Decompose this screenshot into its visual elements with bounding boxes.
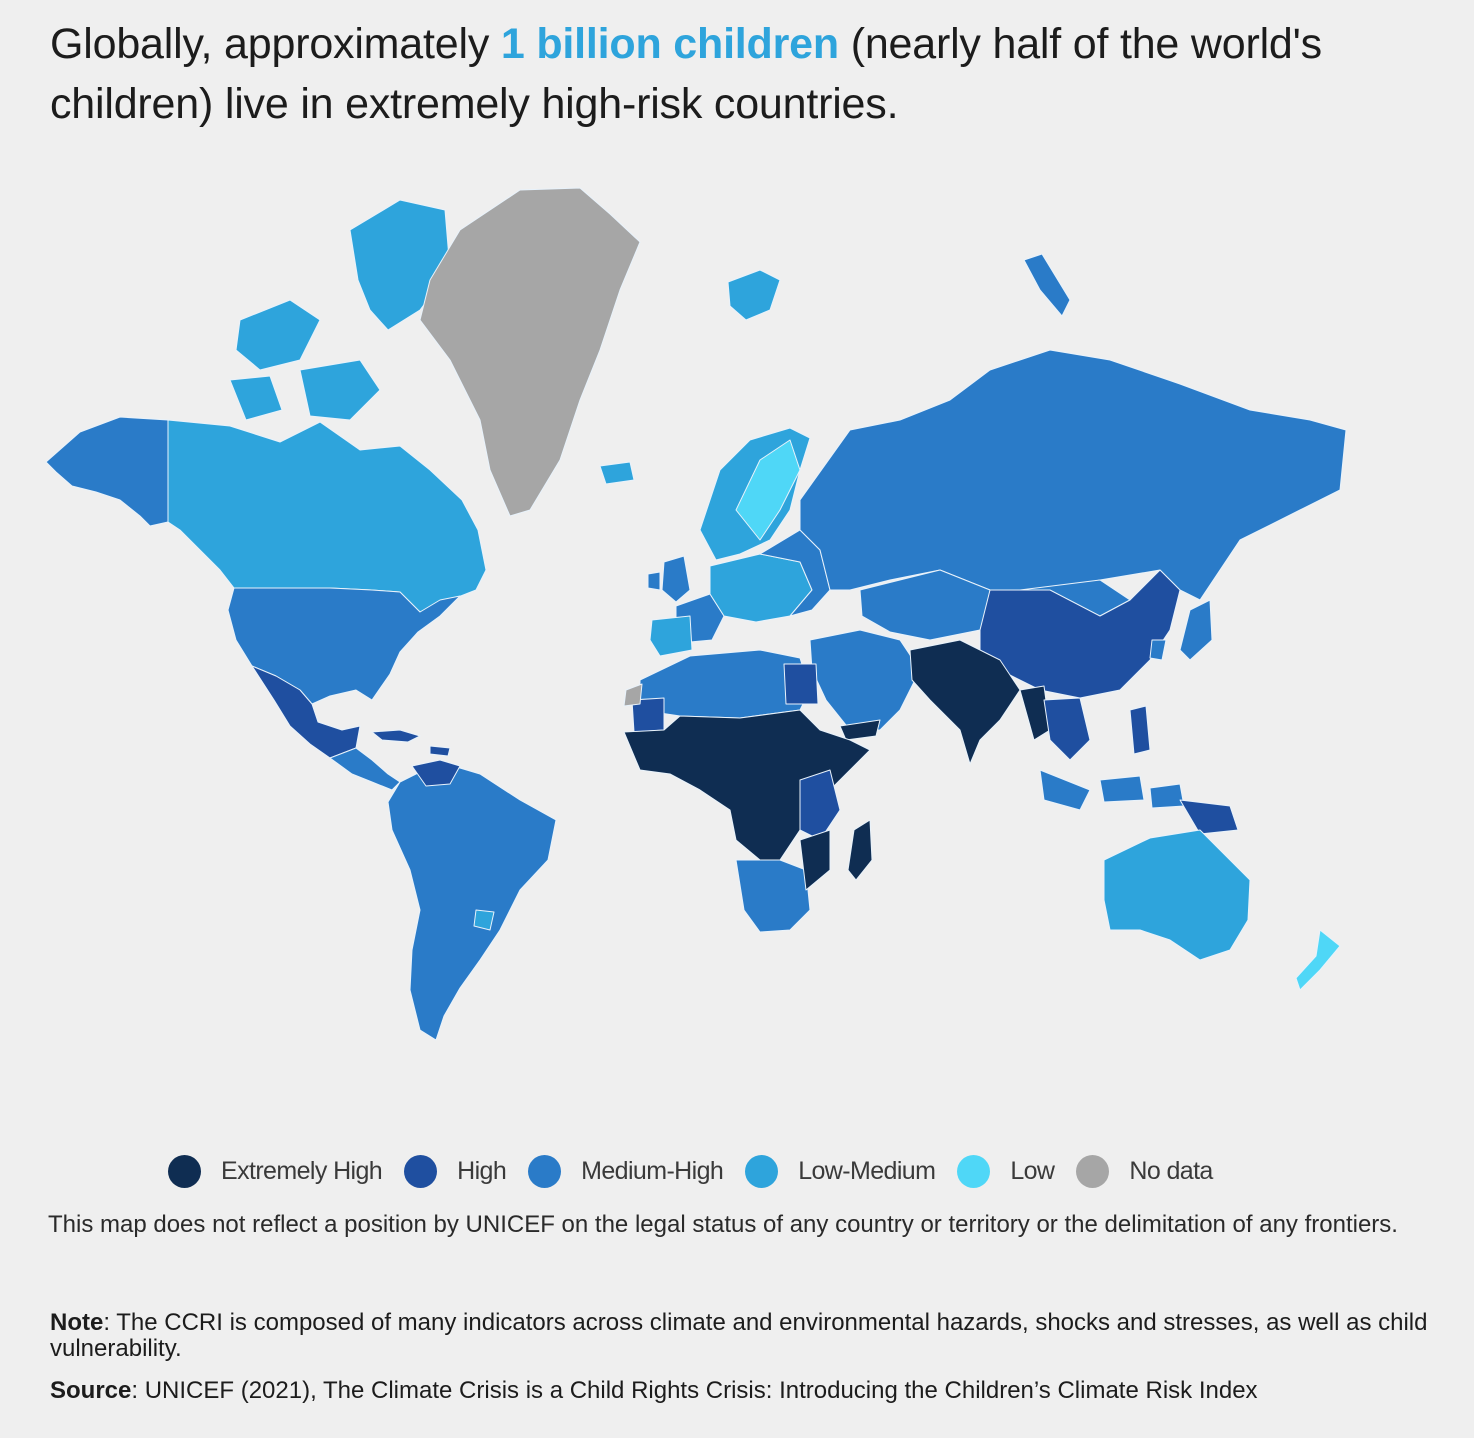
legend-swatch <box>404 1154 438 1188</box>
map-region-southeast-asia <box>1043 697 1091 761</box>
headline-start: Globally, approximately <box>50 20 501 68</box>
map-region-mozambique <box>799 829 831 891</box>
map-region-canadian-arctic-islands <box>229 199 451 421</box>
legend-item: No data <box>1076 1154 1213 1188</box>
map-region-greenland <box>419 187 641 517</box>
legend-label: Medium-High <box>581 1156 724 1185</box>
map-region-russia <box>799 349 1347 601</box>
map-region-uk-ireland <box>647 555 691 603</box>
world-map <box>45 187 1347 1041</box>
legend-label: Low <box>1010 1156 1055 1185</box>
headline-highlight: 1 billion children <box>500 20 839 68</box>
legend-label: High <box>457 1156 507 1185</box>
legend-label: Low-Medium <box>798 1156 936 1185</box>
headline-end: (nearly half of the world's children) li… <box>50 20 1322 128</box>
map-region-novaya-zemlya <box>1023 253 1071 317</box>
legend-label: Extremely High <box>221 1156 383 1185</box>
legend-item: Low-Medium <box>745 1154 936 1188</box>
map-region-indonesia <box>1039 769 1185 811</box>
map-region-egypt <box>783 663 819 705</box>
legend-item: High <box>404 1154 507 1188</box>
map-region-new-zealand <box>1295 929 1341 991</box>
map-region-western-sahara <box>623 683 643 707</box>
source: Source: UNICEF (2021), The Climate Crisi… <box>50 1378 1440 1404</box>
legend-swatch <box>528 1154 562 1188</box>
legend-swatch <box>957 1154 991 1188</box>
note-text: : The CCRI is composed of many indicator… <box>50 1309 1428 1362</box>
headline: Globally, approximately 1 billion childr… <box>50 14 1440 134</box>
map-region-svalbard <box>727 269 781 321</box>
legend-swatch <box>745 1154 779 1188</box>
map-region-east-africa <box>799 769 841 841</box>
map-region-australia <box>1103 829 1251 961</box>
legend-item: Low <box>957 1154 1055 1188</box>
map-region-canada <box>167 419 487 613</box>
map-region-venezuela <box>411 759 461 787</box>
map-region-alaska <box>45 416 169 527</box>
map-region-philippines <box>1129 705 1151 755</box>
map-region-iberia <box>649 615 693 657</box>
note-label: Note <box>50 1309 104 1336</box>
map-region-yemen <box>839 719 881 741</box>
legend: Extremely High High Medium-High Low-Medium L… <box>168 1154 1235 1188</box>
map-region-south-asia <box>909 639 1021 765</box>
map-region-iceland <box>599 461 635 485</box>
source-label: Source <box>50 1377 132 1404</box>
map-region-nordic-low <box>735 439 801 541</box>
map-region-middle-east <box>809 629 921 731</box>
map-region-caribbean <box>371 729 451 757</box>
legend-swatch <box>1076 1154 1110 1188</box>
note: Note: The CCRI is composed of many indic… <box>50 1310 1440 1362</box>
map-disclaimer: This map does not reflect a position by … <box>48 1211 1398 1238</box>
legend-item: Extremely High <box>168 1154 383 1188</box>
map-region-korea-japan <box>1149 599 1213 661</box>
map-region-uruguay <box>473 909 495 931</box>
legend-label: No data <box>1129 1156 1213 1185</box>
map-region-mexico <box>251 665 361 759</box>
map-region-south-america <box>387 761 557 1041</box>
legend-item: Medium-High <box>528 1154 724 1188</box>
map-region-madagascar <box>847 819 873 881</box>
source-text: : UNICEF (2021), The Climate Crisis is a… <box>131 1377 1258 1404</box>
legend-swatch <box>168 1154 201 1188</box>
map-region-southern-africa <box>735 859 811 933</box>
map-region-central-america <box>329 747 401 791</box>
map-region-papua <box>1179 799 1239 835</box>
